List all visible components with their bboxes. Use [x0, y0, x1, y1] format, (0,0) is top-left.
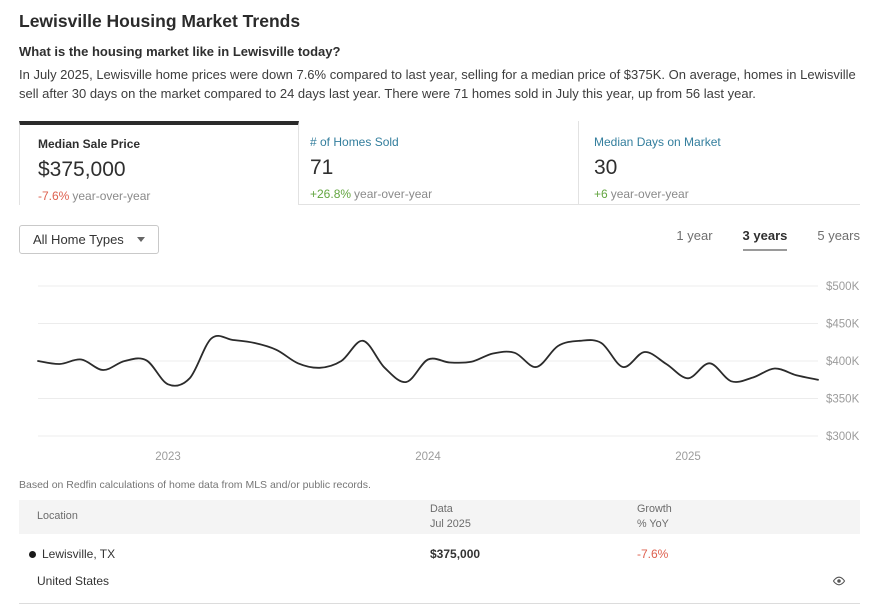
delta-value: -7.6%: [38, 188, 70, 203]
svg-text:2023: 2023: [155, 451, 181, 463]
column-header-growth: Growth % YoY: [637, 503, 672, 530]
svg-text:$300K: $300K: [826, 431, 860, 443]
table-body: Lewisville, TX $375,000 -7.6% United Sta…: [19, 534, 860, 604]
range-tab-1-year[interactable]: 1 year: [676, 227, 713, 243]
delta-suffix: year-over-year: [72, 188, 151, 203]
metric-label: Median Days on Market: [594, 134, 721, 149]
data-source-footnote: Based on Redfin calculations of home dat…: [19, 478, 371, 491]
metric-label: Median Sale Price: [38, 136, 141, 151]
data-cell: $375,000: [430, 547, 481, 562]
eye-icon: [832, 576, 846, 586]
home-type-dropdown-label: All Home Types: [33, 231, 124, 247]
metric-tab-days-on-market[interactable]: Median Days on Market 30 +6 year-over-yea…: [578, 120, 860, 205]
chevron-down-icon: [136, 236, 145, 242]
delta-suffix: year-over-year: [610, 186, 689, 201]
metric-delta: +26.8% year-over-year: [310, 187, 578, 201]
page-title: Lewisville Housing Market Trends: [19, 11, 301, 31]
column-header-data: Data Jul 2025: [430, 503, 471, 530]
column-header-location: Location: [37, 510, 78, 523]
growth-cell: [637, 574, 860, 588]
svg-text:2025: 2025: [675, 451, 701, 463]
delta-value: +26.8%: [310, 186, 352, 201]
table-row-lewisville[interactable]: Lewisville, TX $375,000 -7.6%: [19, 541, 860, 568]
svg-text:$450K: $450K: [826, 318, 860, 330]
page-subtitle: What is the housing market like in Lewis…: [19, 44, 341, 59]
location-name: Lewisville, TX: [42, 547, 116, 562]
table-header-row: Location Data Jul 2025 Growth % YoY: [19, 499, 860, 534]
chart-controls: All Home Types 1 year 3 years 5 years: [19, 224, 860, 254]
location-cell: United States: [19, 574, 430, 588]
toggle-visibility-button[interactable]: [832, 574, 860, 588]
metric-label: # of Homes Sold: [310, 134, 399, 149]
location-name: United States: [37, 574, 110, 589]
delta-value: +6: [594, 186, 608, 201]
metric-tab-homes-sold[interactable]: # of Homes Sold 71 +26.8% year-over-year: [299, 121, 578, 205]
comparison-table: Location Data Jul 2025 Growth % YoY Lewi…: [19, 499, 860, 604]
metric-value: 30: [594, 155, 618, 179]
median-sale-price-chart: $500K $450K $400K $350K $300K 2023 2024 2025: [0, 264, 874, 473]
market-summary: In July 2025, Lewisville home prices wer…: [19, 67, 856, 101]
metric-delta: +6 year-over-year: [594, 187, 860, 201]
metric-tab-bar: Median Sale Price $375,000 -7.6% year-ove…: [19, 120, 860, 205]
table-row-united-states[interactable]: United States: [19, 568, 860, 595]
delta-suffix: year-over-year: [354, 186, 433, 201]
svg-text:$500K: $500K: [826, 281, 860, 293]
home-type-dropdown[interactable]: All Home Types: [19, 224, 159, 254]
price-trend-line-chart: $500K $450K $400K $350K $300K 2023 2024 2025: [37, 281, 860, 463]
series-dot-icon: [29, 550, 36, 558]
svg-text:$400K: $400K: [826, 356, 860, 368]
metric-value: $375,000: [38, 157, 126, 181]
location-cell: Lewisville, TX: [19, 547, 430, 561]
svg-text:$350K: $350K: [826, 393, 860, 405]
svg-text:2024: 2024: [415, 451, 441, 463]
metric-tab-median-sale-price[interactable]: Median Sale Price $375,000 -7.6% year-ove…: [19, 120, 299, 205]
metric-delta: -7.6% year-over-year: [38, 189, 298, 203]
metric-value: 71: [310, 155, 334, 179]
range-tab-3-years[interactable]: 3 years: [742, 228, 788, 251]
range-tab-5-years[interactable]: 5 years: [817, 227, 860, 243]
growth-cell: -7.6%: [637, 547, 669, 562]
time-range-tabs: 1 year 3 years 5 years: [676, 228, 860, 251]
